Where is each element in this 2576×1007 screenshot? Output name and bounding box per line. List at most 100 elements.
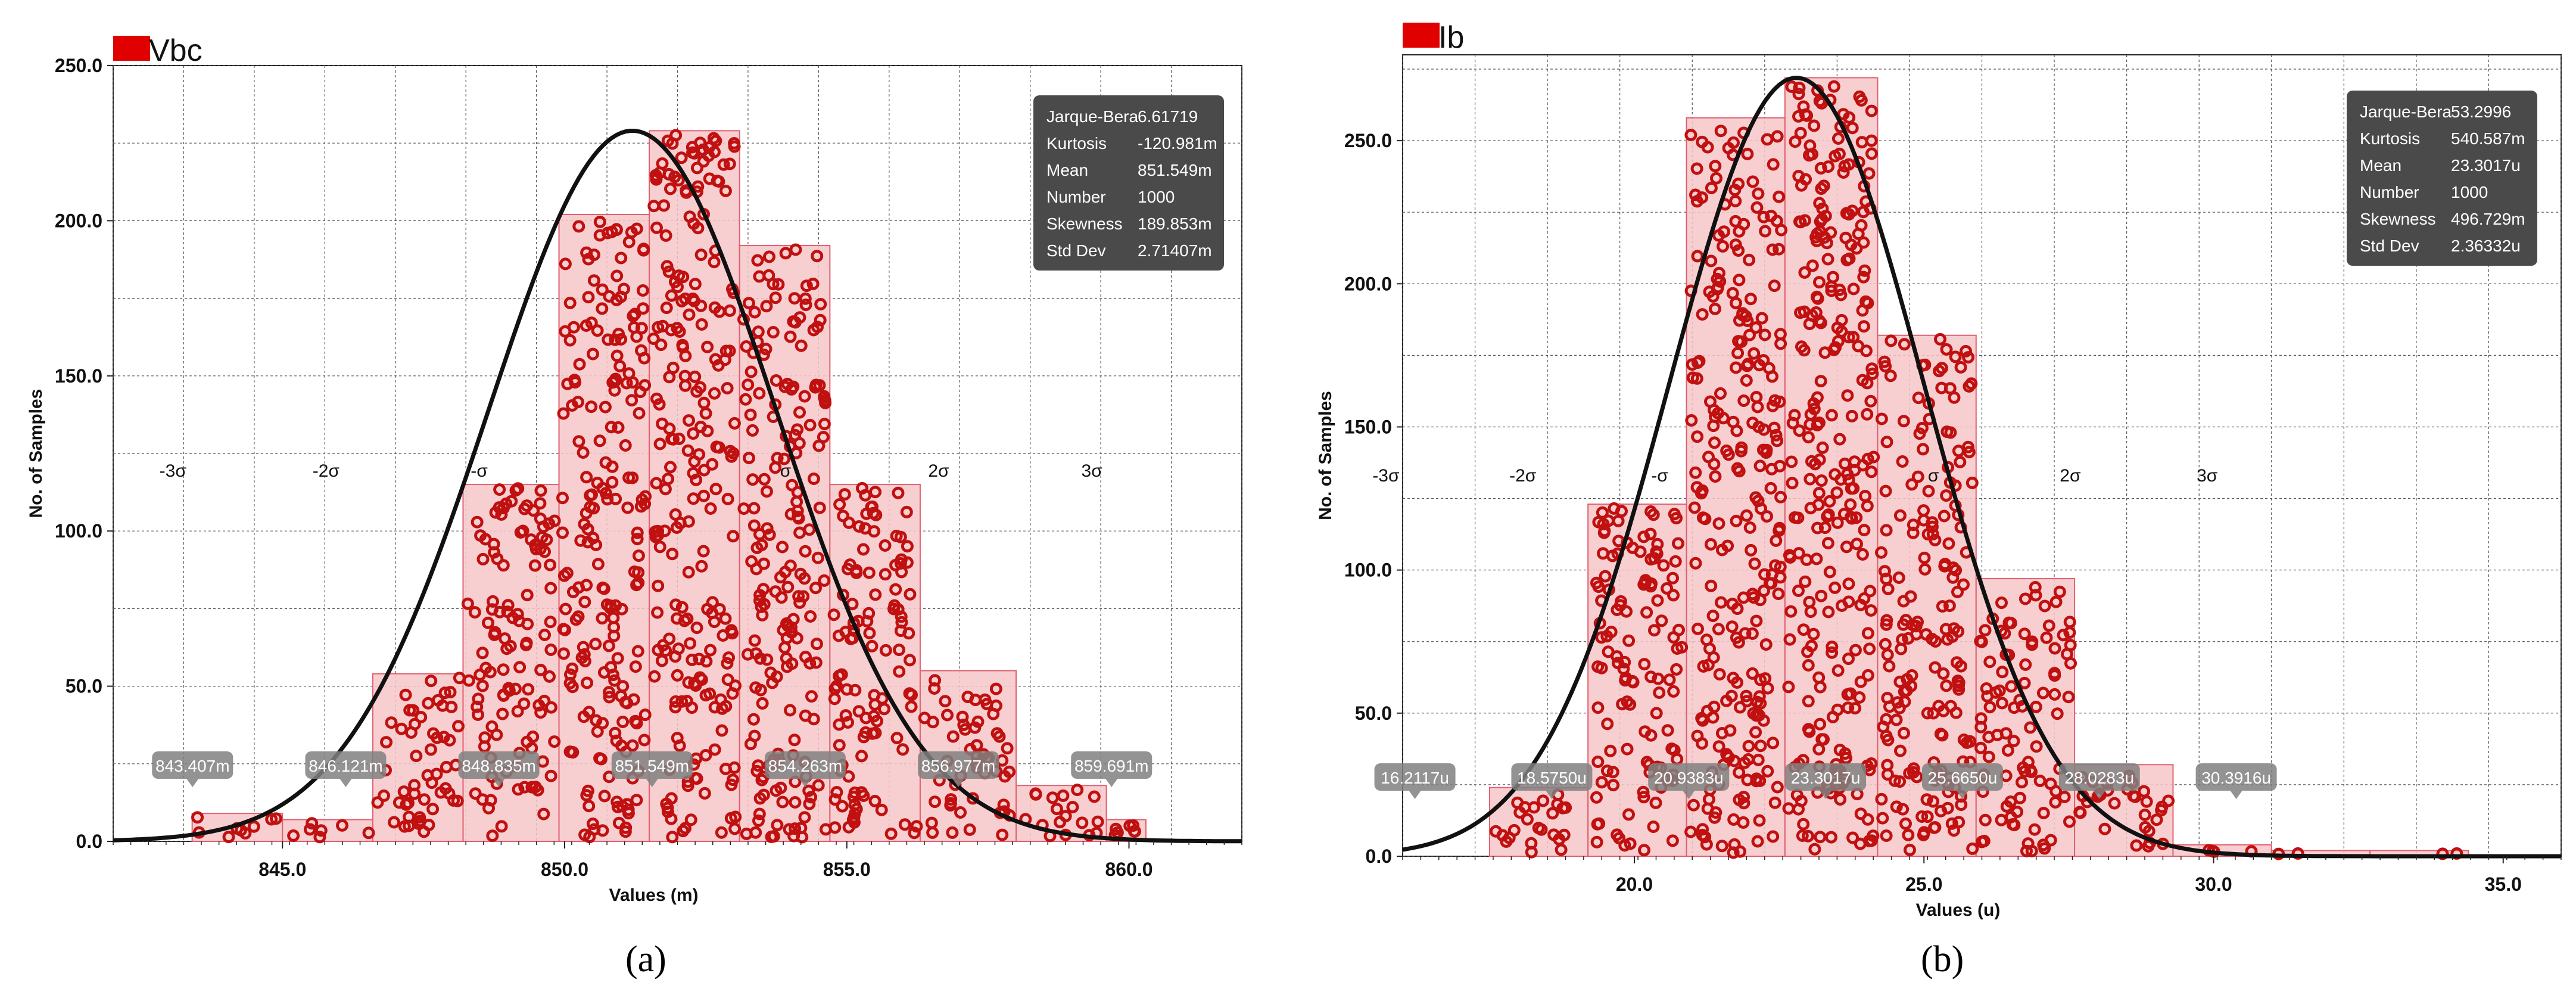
sample-marker [1753, 814, 1766, 827]
sample-marker [1933, 365, 1946, 378]
sample-marker [2138, 809, 2151, 821]
sample-marker [239, 826, 252, 840]
histogram-bar [1784, 77, 1879, 857]
sample-marker [1712, 623, 1725, 636]
sample-marker [842, 716, 854, 729]
sample-marker [799, 299, 812, 312]
sample-marker [1754, 673, 1767, 686]
sample-marker [1757, 210, 1770, 223]
sample-marker [1844, 498, 1857, 511]
sample-marker [675, 294, 689, 307]
legend-swatch [1403, 23, 1440, 48]
sample-marker [1880, 573, 1893, 586]
sample-marker [501, 605, 514, 619]
sample-marker [1712, 229, 1725, 242]
sample-marker [1733, 273, 1746, 287]
sample-marker [514, 526, 527, 539]
sample-marker [1797, 623, 1810, 636]
sample-marker [1854, 598, 1867, 611]
sample-marker [2048, 642, 2061, 655]
sample-marker [1862, 167, 1876, 180]
sample-marker [1622, 634, 1636, 647]
sample-marker [1859, 490, 1872, 502]
sample-marker [1773, 524, 1786, 537]
sample-marker [875, 803, 888, 816]
sample-marker [1029, 788, 1042, 801]
sample-marker [509, 484, 522, 497]
sample-marker [661, 134, 674, 147]
sample-marker [655, 654, 668, 667]
sigma-tick-label: -σ [471, 461, 488, 481]
sample-marker [548, 735, 561, 748]
sample-marker [1865, 104, 1878, 117]
sample-marker [1596, 506, 1609, 519]
sample-marker [528, 559, 541, 572]
sigma-tick-label: 2σ [928, 461, 949, 481]
histogram-bars [191, 130, 1147, 843]
sample-marker [1748, 557, 1761, 570]
sample-marker [2037, 807, 2050, 819]
sample-marker [1827, 271, 1840, 284]
sample-marker [1837, 166, 1850, 179]
sample-marker [577, 710, 590, 723]
sample-marker [1525, 837, 1538, 850]
sample-marker [1749, 491, 1762, 504]
sample-marker [564, 668, 577, 681]
sample-marker [1995, 596, 2008, 610]
sample-marker [596, 481, 609, 495]
sample-marker [490, 728, 503, 741]
sample-marker [1755, 312, 1768, 325]
sample-marker [638, 734, 651, 747]
sample-marker [1555, 843, 1568, 856]
sigma-bubble-pointer [1956, 791, 1968, 799]
sample-marker [1618, 655, 1631, 669]
sample-marker [2063, 626, 2076, 639]
stats-label: Jarque-Bera [1046, 107, 1139, 126]
sample-marker [1767, 736, 1780, 750]
stats-value: 1000 [1138, 188, 1175, 206]
sample-marker [572, 435, 585, 448]
sample-marker [653, 398, 666, 411]
sample-marker [1938, 509, 1951, 523]
sample-marker [717, 158, 730, 171]
sample-marker [956, 710, 969, 723]
sample-marker [1803, 473, 1817, 486]
sample-marker [1687, 798, 1700, 812]
sample-marker [1954, 360, 1967, 374]
sample-marker [625, 394, 638, 407]
sample-marker [1929, 533, 1942, 546]
fit-curve [113, 128, 1242, 844]
sample-marker [580, 789, 593, 802]
sample-marker [1936, 729, 1949, 742]
sample-marker [628, 307, 641, 321]
sample-marker [761, 522, 774, 535]
sample-marker [2020, 844, 2033, 857]
sample-marker [1937, 667, 1950, 680]
sample-marker [879, 644, 892, 657]
sample-marker [727, 530, 740, 543]
sample-marker [722, 651, 735, 664]
stats-box-bg [2347, 91, 2537, 266]
sample-marker [1750, 201, 1764, 214]
sample-marker [925, 816, 938, 829]
sample-marker [478, 740, 491, 753]
stats-box-bg [1033, 95, 1224, 271]
sample-marker [603, 691, 616, 704]
sample-marker [1700, 633, 1713, 647]
sample-marker [656, 157, 669, 170]
sample-marker [784, 704, 796, 717]
sigma-bubble-bg [152, 751, 233, 779]
sample-marker [1822, 160, 1835, 173]
sample-marker [894, 530, 907, 543]
sample-marker [1759, 638, 1773, 651]
sample-marker [1842, 652, 1855, 666]
sample-marker [1816, 441, 1829, 454]
sample-marker [1696, 484, 1709, 497]
sample-marker [1974, 741, 1988, 754]
sample-marker [648, 670, 661, 683]
sample-marker [1753, 593, 1767, 607]
sample-marker [1684, 129, 1697, 141]
sample-marker [1606, 766, 1619, 779]
sample-marker [1689, 557, 1702, 570]
sample-marker [1595, 661, 1608, 675]
